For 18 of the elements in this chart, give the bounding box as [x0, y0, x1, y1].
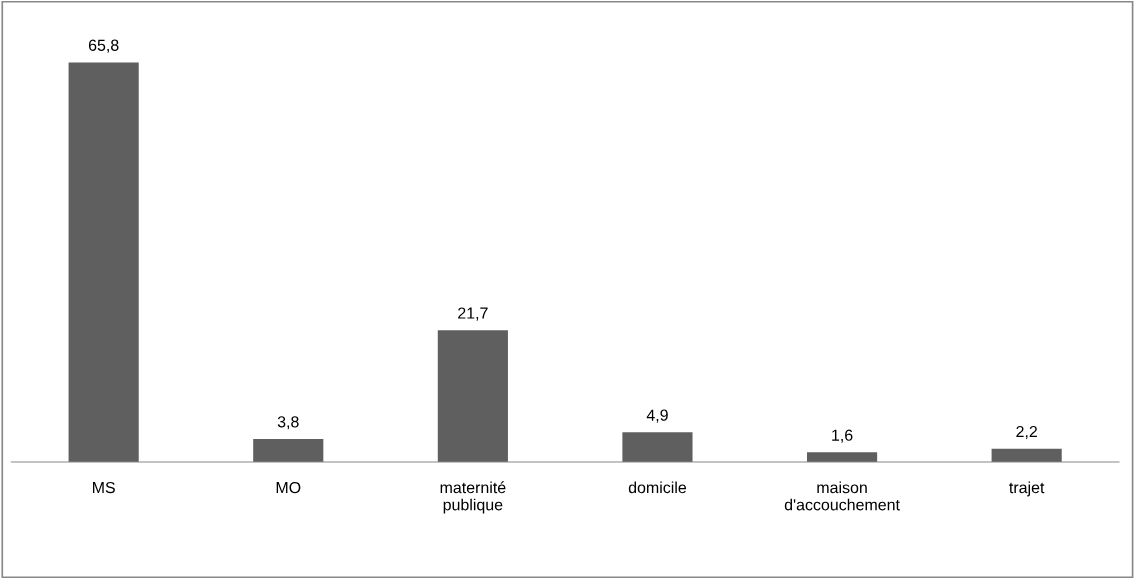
x-tick-label: maison d'accouchement [784, 481, 900, 511]
x-tick-label: domicile [628, 481, 687, 494]
bar [622, 432, 693, 463]
data-label: 2,2 [1016, 425, 1037, 440]
data-label: 65,8 [88, 39, 119, 53]
data-label: 1,6 [832, 429, 853, 443]
bar [991, 448, 1062, 463]
bar [806, 452, 878, 463]
bar [437, 330, 508, 463]
x-tick-label: MS [92, 481, 115, 494]
x-tick-label: trajet [1009, 481, 1045, 497]
data-label: 3,8 [277, 416, 299, 430]
x-tick-label: MO [276, 481, 301, 494]
x-tick-label: maternité publique [440, 481, 506, 514]
data-label: 21,7 [458, 307, 488, 321]
data-label: 4,9 [646, 409, 668, 423]
bar [68, 62, 139, 463]
bar [253, 438, 324, 463]
